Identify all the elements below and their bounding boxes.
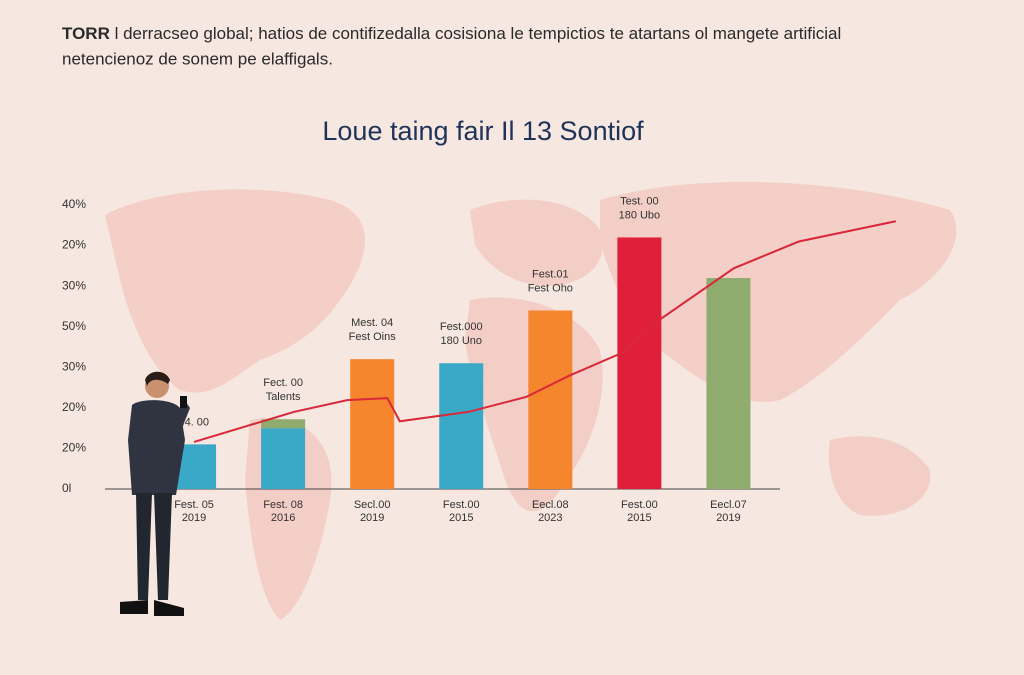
header-text: l derracseo global; hatios de contifized… [115,24,842,43]
x-tick-label: Fest. 05 [174,499,214,511]
bar-annotation: Talents [266,391,301,403]
y-tick-label: 40% [62,197,86,211]
x-tick-label: Eecl.08 [532,499,569,511]
y-tick-label: 30% [62,359,86,373]
y-tick-label: 20% [62,238,86,252]
x-tick-label: Fest. 08 [263,499,303,511]
bar-annotation: Fect. 00 [263,377,303,389]
bar [528,310,573,489]
trend-line [193,220,897,443]
bar-annotation: Fest.01 [532,268,569,280]
x-tick-year: 2015 [627,512,651,524]
bar [261,428,306,489]
bar-annotation: Fest Oho [528,282,573,294]
header-lead: TORR [62,24,110,43]
x-tick-year: 2015 [449,512,473,524]
bar-annotation: 180 Uno [440,335,482,347]
x-tick-year: 2019 [360,512,384,524]
y-tick-label: 0l [62,481,71,495]
chart-title: Loue taing fair Il 13 Sontiof [322,116,644,146]
y-tick-label: 30% [62,278,86,292]
x-tick-year: 2019 [716,512,740,524]
bar [617,237,662,489]
bar [261,419,306,429]
x-tick-label: Fest.00 [621,499,658,511]
bar [439,363,484,489]
bar-annotation: Mest. 04 [351,317,393,329]
bar-annotation: Test. 00 [620,195,659,207]
x-tick-label: Secl.00 [354,499,391,511]
x-tick-label: Eecl.07 [710,499,747,511]
man-figure [120,371,190,616]
bar-annotation: Fest Oins [349,331,397,343]
bar [350,359,395,489]
bar-annotation: Fest.000 [440,321,483,333]
x-tick-year: 2019 [182,512,206,524]
x-tick-year: 2016 [271,512,295,524]
bar [706,278,751,489]
x-tick-label: Fest.00 [443,499,480,511]
y-tick-label: 20% [62,441,86,455]
bar-annotation: 180 Ubo [619,209,661,221]
bar-annotation: l.4. 00 [179,416,209,428]
header-line-2: netencienoz de sonem pe elaffigals. [62,49,333,68]
x-tick-year: 2023 [538,512,562,524]
y-tick-label: 50% [62,319,86,333]
y-tick-label: 20% [62,400,86,414]
header-line: TORR l derracseo global; hatios de conti… [62,24,841,43]
